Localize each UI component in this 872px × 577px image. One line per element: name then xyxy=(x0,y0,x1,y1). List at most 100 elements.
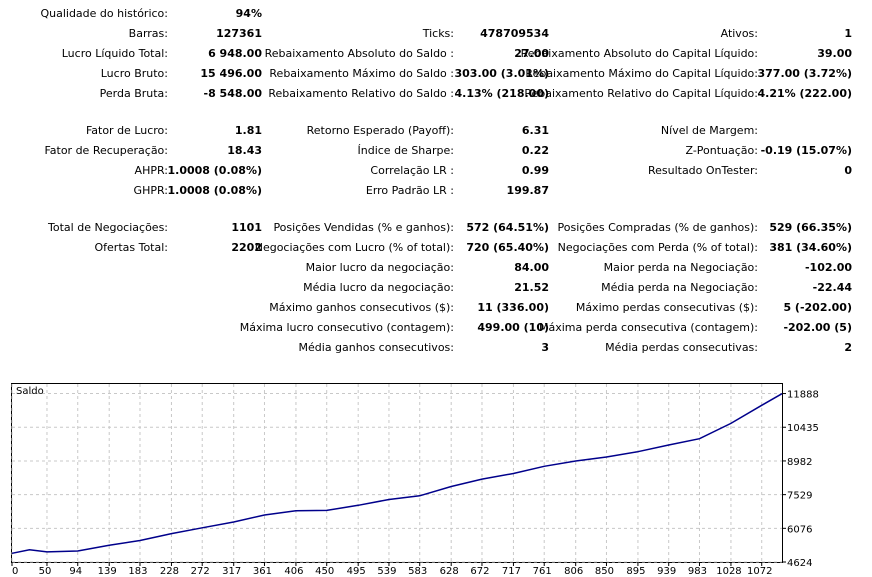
total-trades-label: Total de Negociações: xyxy=(48,221,168,234)
max-consecutive-loss-label: Máxima perda consecutiva (contagem): xyxy=(539,321,758,334)
average-loss-label: Média perda na Negociação: xyxy=(601,281,758,294)
y-tick-label: 7529 xyxy=(787,491,812,502)
profit-factor-label: Fator de Lucro: xyxy=(85,124,168,137)
sharpe-value: 0.22 xyxy=(521,144,549,157)
net-profit-value: 6 948.00 xyxy=(208,47,262,60)
y-tick-label: 6076 xyxy=(787,524,812,535)
x-tick-label: 228 xyxy=(160,566,179,577)
x-tick-label: 94 xyxy=(69,566,82,577)
quality-label: Qualidade do histórico: xyxy=(40,7,168,20)
average-profit-value: 21.52 xyxy=(514,281,549,294)
x-tick-label: 806 xyxy=(564,566,583,577)
max-consecutive-losses-label: Máximo perdas consecutivas ($): xyxy=(575,301,758,314)
gross-loss-value: -8 548.00 xyxy=(203,87,263,100)
max-consecutive-losses-value: 5 (-202.00) xyxy=(783,301,852,314)
profit-factor-value: 1.81 xyxy=(234,124,262,137)
largest-profit-label: Maior lucro da negociação: xyxy=(305,261,454,274)
ticks-value: 478709534 xyxy=(480,27,549,40)
rel-dd-equity-value: 4.21% (222.00) xyxy=(757,87,853,100)
x-tick-label: 539 xyxy=(377,566,396,577)
loss-trades-label: Negociações com Perda (% of total): xyxy=(557,241,758,254)
net-profit-label: Lucro Líquido Total: xyxy=(61,47,168,60)
max-dd-balance-label: Rebaixamento Máximo do Saldo : xyxy=(269,67,454,80)
x-tick-label: 1028 xyxy=(716,566,741,577)
largest-profit-value: 84.00 xyxy=(514,261,549,274)
average-profit-label: Média lucro da negociação: xyxy=(303,281,454,294)
long-positions-label: Posições Compradas (% de ganhos): xyxy=(557,221,758,234)
lr-error-label: Erro Padrão LR : xyxy=(365,184,454,197)
x-tick-label: 183 xyxy=(128,566,147,577)
max-consecutive-loss-value: -202.00 (5) xyxy=(783,321,852,334)
x-tick-label: 450 xyxy=(315,566,334,577)
abs-dd-balance-value: 27.00 xyxy=(514,47,549,60)
short-positions-value: 572 (64.51%) xyxy=(466,221,549,234)
x-tick-label: 361 xyxy=(253,566,272,577)
abs-dd-equity-value: 39.00 xyxy=(817,47,852,60)
ticks-label: Ticks: xyxy=(422,27,454,40)
largest-loss-value: -102.00 xyxy=(804,261,852,274)
gross-profit-label: Lucro Bruto: xyxy=(100,67,168,80)
abs-dd-balance-label: Rebaixamento Absoluto do Saldo : xyxy=(264,47,454,60)
rel-dd-equity-label: Rebaixamento Relativo do Capital Líquido… xyxy=(524,87,758,100)
rel-dd-balance-value: 4.13% (218.00) xyxy=(454,87,550,100)
z-score-value: -0.19 (15.07%) xyxy=(760,144,852,157)
ontester-value: 0 xyxy=(844,164,852,177)
y-tick-label: 8982 xyxy=(787,457,812,468)
x-tick-label: 495 xyxy=(347,566,366,577)
x-axis: 0 50 94 139 183 228 272 317 361 406 450 495 539 583 62… xyxy=(11,562,772,577)
x-tick-label: 672 xyxy=(470,566,489,577)
gross-loss-label: Perda Bruta: xyxy=(99,87,168,100)
recovery-label: Fator de Recuperação: xyxy=(44,144,168,157)
max-consecutive-profit-value: 499.00 (10) xyxy=(477,321,549,334)
quality-value: 94% xyxy=(235,7,262,20)
average-consecutive-losses-label: Média perdas consecutivas: xyxy=(605,341,758,354)
lr-error-value: 199.87 xyxy=(506,184,549,197)
margin-level-label: Nível de Margem: xyxy=(660,124,758,137)
max-consecutive-profit-label: Máxima lucro consecutivo (contagem): xyxy=(239,321,454,334)
average-loss-value: -22.44 xyxy=(812,281,852,294)
balance-chart[interactable]: 11888 10435 8982 7529 6076 4624 0 50 94 139 183 22… xyxy=(0,380,872,577)
assets-label: Ativos: xyxy=(720,27,758,40)
max-consecutive-wins-label: Máximo ganhos consecutivos ($): xyxy=(269,301,454,314)
lr-correlation-label: Correlação LR : xyxy=(370,164,454,177)
x-tick-label: 628 xyxy=(440,566,459,577)
ontester-label: Resultado OnTester: xyxy=(647,164,758,177)
assets-value: 1 xyxy=(844,27,852,40)
y-tick-label: 10435 xyxy=(787,423,819,434)
short-positions-label: Posições Vendidas (% e ganhos): xyxy=(273,221,454,234)
x-tick-label: 317 xyxy=(222,566,241,577)
y-axis: 11888 10435 8982 7529 6076 4624 xyxy=(782,390,819,569)
x-tick-label: 1072 xyxy=(747,566,772,577)
ahpr-value: 1.0008 (0.08%) xyxy=(167,164,263,177)
rel-dd-balance-label: Rebaixamento Relativo do Saldo : xyxy=(268,87,454,100)
y-tick-label: 4624 xyxy=(787,558,812,569)
max-dd-balance-value: 303.00 (3.01%) xyxy=(454,67,550,80)
largest-loss-label: Maior perda na Negociação: xyxy=(603,261,758,274)
ghpr-value: 1.0008 (0.08%) xyxy=(167,184,263,197)
gross-profit-value: 15 496.00 xyxy=(200,67,262,80)
x-tick-label: 0 xyxy=(12,566,18,577)
z-score-label: Z-Pontuação: xyxy=(685,144,758,157)
max-dd-equity-label: Rebaixamento Máximo do Capital Líquido: xyxy=(525,67,758,80)
x-tick-label: 406 xyxy=(284,566,303,577)
bars-value: 127361 xyxy=(216,27,262,40)
total-deals-value: 2202 xyxy=(231,241,262,254)
x-tick-label: 850 xyxy=(595,566,614,577)
average-consecutive-wins-value: 3 xyxy=(541,341,549,354)
x-tick-label: 272 xyxy=(191,566,210,577)
y-tick-label: 11888 xyxy=(787,390,819,401)
lr-correlation-value: 0.99 xyxy=(521,164,549,177)
plot-area xyxy=(11,383,783,563)
x-tick-label: 717 xyxy=(502,566,521,577)
total-trades-value: 1101 xyxy=(231,221,262,234)
expected-payoff-label: Retorno Esperado (Payoff): xyxy=(306,124,454,137)
ghpr-label: GHPR: xyxy=(133,184,168,197)
series-line-balance xyxy=(11,393,783,555)
loss-trades-value: 381 (34.60%) xyxy=(769,241,852,254)
average-consecutive-losses-value: 2 xyxy=(844,341,852,354)
profit-trades-value: 720 (65.40%) xyxy=(466,241,549,254)
bars-label: Barras: xyxy=(128,27,168,40)
sharpe-label: Índice de Sharpe: xyxy=(357,144,455,157)
max-consecutive-wins-value: 11 (336.00) xyxy=(477,301,549,314)
average-consecutive-wins-label: Média ganhos consecutivos: xyxy=(298,341,454,354)
